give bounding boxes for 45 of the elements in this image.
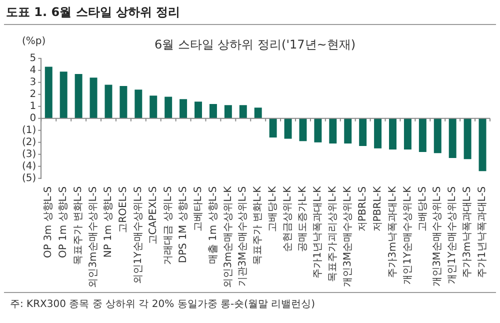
x-tick-label: 주가3m낙폭과대L-K: [387, 186, 398, 278]
y-tick-label: 5: [30, 52, 36, 64]
x-tick-label: 저PBRL-S: [357, 186, 368, 232]
x-tick-label: 목표주가 변화L-K: [252, 186, 264, 266]
x-tick-label: 개인3M순매수상위L-K: [342, 186, 354, 287]
y-axis-title: (%p): [22, 36, 46, 47]
x-tick-label: 고배당L-S: [417, 186, 428, 232]
y-tick-label: (1): [22, 124, 36, 136]
x-tick-label: 목표주가 변화L-S: [73, 186, 84, 265]
x-tick-label: 고CAPEXL-S: [148, 186, 159, 245]
y-tick-label: 1: [30, 100, 36, 112]
x-tick-label: 기관3M순매수상위L-S: [238, 186, 249, 287]
x-tick-label: 개인1Y순매수상위L-S: [447, 186, 458, 284]
x-tick-label: 외인3m순매수상위L-K: [222, 186, 234, 288]
x-tick-label: OP 3m 상향L-S: [43, 186, 54, 258]
x-tick-label: 외인1Y순매수상위L-S: [133, 186, 144, 284]
y-tick-label: (2): [22, 136, 36, 148]
x-tick-label: 주가1년낙폭과대L-S: [477, 186, 488, 278]
x-tick-label: 매출 1m 상향L-S: [208, 186, 219, 264]
text: 주: KRX300 종목 중 상하위 각 20% 동일가중 롱-숏(월말 리밸런싱): [10, 298, 316, 311]
x-tick-label: 주가1년낙폭과대L-K: [312, 186, 324, 278]
x-tick-label: 순현금상위L-K: [282, 186, 294, 252]
y-tick-label: 4: [30, 64, 36, 76]
x-tick-label: NP 1m 상향L-S: [103, 186, 114, 258]
x-tick-label: 목표주가괴리상위L-K: [328, 186, 338, 282]
x-tick-label: 고배당L-K: [268, 186, 279, 232]
y-tick-label: (4): [22, 160, 36, 172]
x-tick-label: 공매도증가L-K: [298, 186, 309, 252]
x-tick-label: 고베타L-S: [192, 186, 204, 232]
x-tick-label: 개인3M순매수상위L-S: [432, 186, 444, 287]
chart-subtitle: 6월 스타일 상하위 정리('17년~현재): [154, 37, 356, 52]
x-tick-label: 거래대금 상위L-S: [162, 186, 174, 265]
y-tick-label: 3: [30, 76, 36, 88]
x-tick-label: DPS 1M 상향L-S: [178, 186, 189, 264]
y-tick-label: (3): [22, 148, 36, 160]
x-tick-label: 개인1Y순매수상위L-K: [402, 186, 414, 284]
y-tick-label: (5): [22, 172, 36, 184]
x-tick-label: 주가3m낙폭과대L-S: [462, 186, 474, 278]
chart-title: 도표 1. 6월 스타일 상하위 정리: [6, 4, 180, 21]
x-tick-label: 외인3m순매수상위L-S: [88, 186, 100, 288]
y-tick-label: 2: [30, 88, 36, 100]
x-tick-label: OP 1m 상향L-S: [58, 186, 70, 258]
x-tick-label: 저PBRL-K: [372, 186, 384, 232]
y-tick-label: 0: [30, 112, 36, 124]
x-tick-label: 고ROEL-S: [118, 186, 130, 233]
